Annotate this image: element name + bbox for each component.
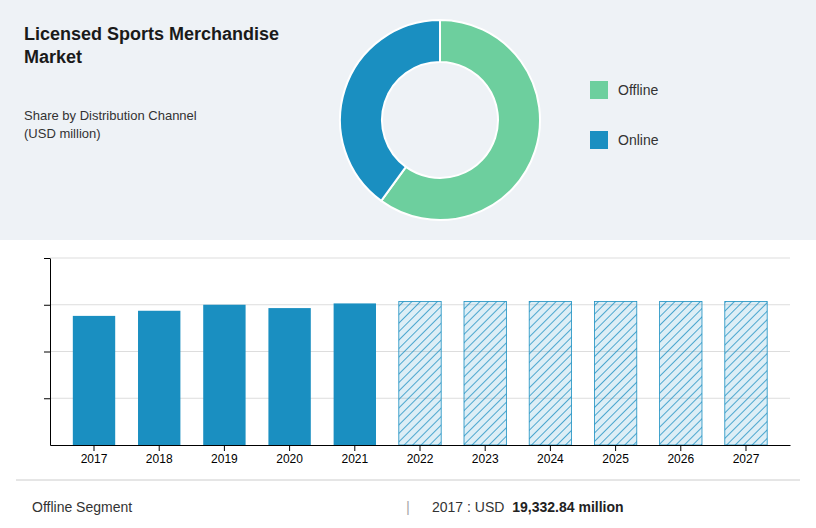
bar [203, 305, 245, 445]
bar [203, 445, 245, 446]
x-tick: 2026 [667, 445, 694, 466]
bar [73, 316, 115, 445]
footer-right-plain: 2017 : USD [432, 499, 508, 515]
footer-left: Offline Segment [32, 499, 132, 515]
x-tick-label: 2025 [602, 452, 629, 466]
bar [334, 303, 376, 445]
x-tick: 2024 [537, 445, 564, 466]
y-tick-mark [44, 352, 50, 353]
bar [138, 311, 180, 445]
footer-separator: | [406, 498, 410, 515]
x-tick-label: 2021 [341, 452, 368, 466]
bar [138, 445, 180, 446]
x-tick: 2021 [341, 445, 368, 466]
bar [268, 445, 310, 446]
bar [334, 445, 376, 446]
bar [725, 301, 767, 445]
bar [594, 301, 636, 445]
x-tick-mark [615, 445, 616, 451]
x-tick-mark [94, 445, 95, 451]
x-tick-mark [289, 445, 290, 451]
header-background [0, 0, 816, 240]
footer-rule [16, 480, 800, 481]
x-axis: 2017 2018 2019 2020 2021 2022 2023 2024 2025 2026… [51, 445, 791, 466]
x-tick: 2027 [733, 445, 760, 466]
bar [529, 301, 571, 445]
bar-series [399, 301, 767, 445]
x-tick-mark [680, 445, 681, 451]
y-tick [44, 258, 50, 259]
bar [399, 301, 441, 445]
x-tick-mark [354, 445, 355, 451]
x-tick: 2025 [602, 445, 629, 466]
x-tick-label: 2022 [407, 452, 434, 466]
x-tick-label: 2018 [146, 452, 173, 466]
y-axis-line [50, 259, 51, 446]
x-tick-label: 2017 [81, 452, 108, 466]
donut [340, 20, 540, 220]
bars [73, 301, 767, 445]
legend: Offline Online [590, 81, 659, 149]
x-tick-label: 2023 [472, 452, 499, 466]
y-tick-mark [44, 305, 50, 306]
y-tick-mark [44, 258, 50, 259]
legend-item: Offline [590, 81, 658, 99]
x-tick-mark [745, 445, 746, 451]
legend-item: Online [590, 131, 659, 149]
x-tick-label: 2027 [733, 452, 760, 466]
x-tick: 2017 [81, 445, 108, 466]
legend-swatch [590, 81, 608, 99]
subtitle: Share by Distribution Channel(USD millio… [24, 108, 197, 141]
bar [660, 301, 702, 445]
x-tick: 2018 [146, 445, 173, 466]
bar [268, 308, 310, 445]
legend-swatch [590, 131, 608, 149]
x-tick-label: 2026 [667, 452, 694, 466]
grid-line [50, 258, 790, 259]
x-tick-mark [420, 445, 421, 451]
legend-label: Offline [618, 82, 658, 98]
x-tick-label: 2020 [276, 452, 303, 466]
y-tick [44, 305, 50, 306]
x-tick: 2020 [276, 445, 303, 466]
chart: Licensed Sports MerchandiseMarket Share b… [0, 0, 816, 528]
y-tick [44, 398, 50, 399]
bar [464, 301, 506, 445]
x-tick-mark [485, 445, 486, 451]
x-tick-label: 2024 [537, 452, 564, 466]
x-tick: 2019 [211, 445, 238, 466]
footer-right-bold: 19,332.84 million [512, 499, 623, 515]
x-tick-mark [550, 445, 551, 451]
y-axis [44, 259, 51, 446]
x-tick-mark [224, 445, 225, 451]
y-tick-mark [44, 398, 50, 399]
x-tick: 2023 [472, 445, 499, 466]
legend-label: Online [618, 132, 659, 148]
x-tick: 2022 [407, 445, 434, 466]
bar [73, 445, 115, 446]
y-tick [44, 352, 50, 353]
donut-slice [340, 20, 440, 201]
bar-series [73, 303, 376, 445]
title: Licensed Sports MerchandiseMarket [24, 24, 279, 67]
x-tick-label: 2019 [211, 452, 238, 466]
x-tick-mark [159, 445, 160, 451]
